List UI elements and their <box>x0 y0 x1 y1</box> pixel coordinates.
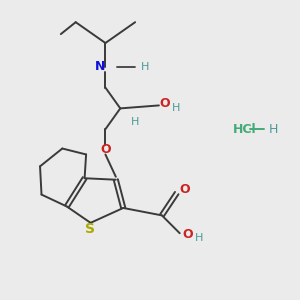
Text: S: S <box>85 222 95 236</box>
Text: HCl: HCl <box>233 123 257 136</box>
Text: O: O <box>179 183 190 196</box>
Text: H: H <box>269 123 278 136</box>
Text: N: N <box>95 60 105 73</box>
Text: O: O <box>160 98 170 110</box>
Text: H: H <box>172 103 181 113</box>
Text: O: O <box>182 228 193 241</box>
Text: O: O <box>100 142 111 156</box>
Text: H: H <box>195 233 203 243</box>
Text: H: H <box>140 62 149 72</box>
Text: H: H <box>131 117 139 127</box>
